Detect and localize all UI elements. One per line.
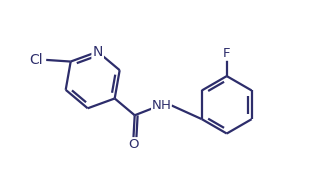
Text: F: F	[223, 47, 231, 60]
Text: Cl: Cl	[30, 53, 43, 67]
Text: N: N	[92, 45, 103, 59]
Text: H: H	[161, 99, 171, 112]
Text: O: O	[128, 138, 138, 151]
Text: N: N	[152, 99, 162, 112]
